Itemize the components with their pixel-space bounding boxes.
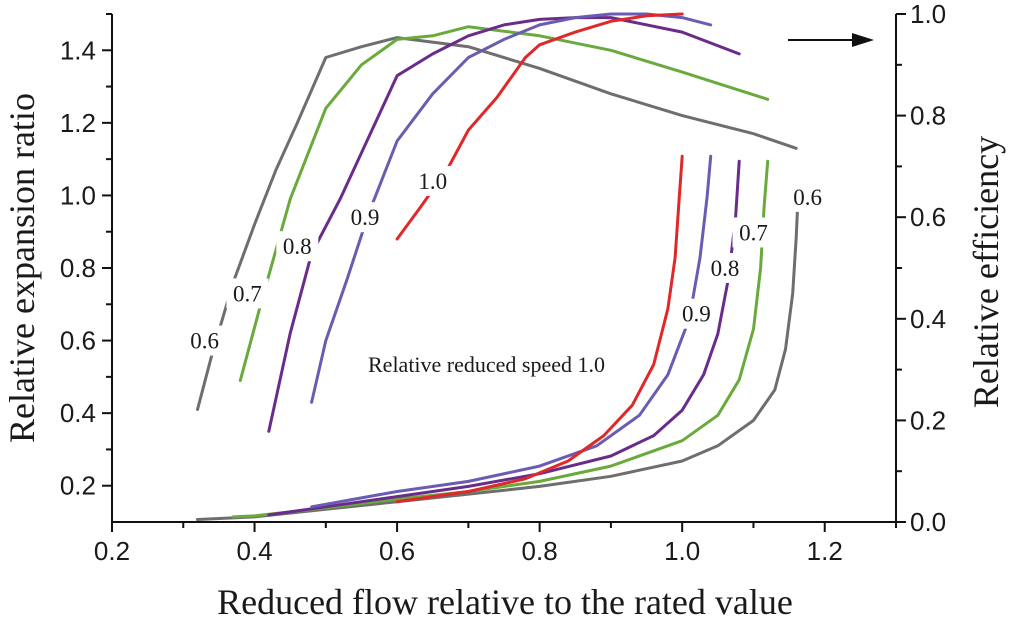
x-tick-label: 0.6 — [379, 536, 415, 566]
x-tick-label: 1.2 — [807, 536, 843, 566]
efficiency-arrow — [788, 33, 874, 47]
efficiency-label-0-8: 0.8 — [711, 256, 740, 281]
y-left-tick-label: 0.2 — [60, 471, 96, 501]
efficiency-label-0-7: 0.7 — [739, 220, 768, 245]
x-tick-label: 0.8 — [522, 536, 558, 566]
efficiency-curve-0-6 — [196, 205, 800, 521]
efficiency-label-bg-0-6 — [786, 181, 829, 212]
efficiency-label-bg-0-8 — [703, 253, 746, 283]
efficiency-label-0-9: 0.9 — [682, 302, 711, 327]
expansion-label-bg-0-9 — [344, 202, 387, 233]
efficiency-label-bg-0-7 — [732, 217, 775, 248]
efficiency-curve-0-9 — [310, 154, 713, 509]
expansion-curve-0-6 — [196, 36, 798, 411]
efficiency-label-bg-0-9 — [675, 298, 718, 329]
expansion-label-bg-0-6 — [183, 325, 226, 356]
expansion-label-0-9: 0.9 — [351, 205, 380, 230]
expansion-label-1-0: 1.0 — [418, 169, 447, 194]
expansion-label-bg-0-8 — [276, 231, 319, 262]
y-left-tick-label: 0.6 — [60, 326, 96, 356]
y-left-tick-label: 1.0 — [60, 180, 96, 210]
y-left-tick-label: 0.8 — [60, 253, 96, 283]
expansion-label-0-8: 0.8 — [283, 234, 312, 259]
expansion-curve-1-0 — [395, 12, 684, 241]
y-right-tick-label: 0.6 — [910, 202, 946, 232]
y-right-tick-label: 1.0 — [910, 0, 946, 29]
expansion-label-0-7: 0.7 — [233, 281, 262, 306]
y-right-tick-label: 0.4 — [910, 304, 946, 334]
x-tick-label: 1.0 — [664, 536, 700, 566]
efficiency-curve-0-7 — [231, 159, 770, 519]
efficiency-curve-1-0 — [395, 154, 684, 504]
expansion-curve-0-7 — [238, 25, 770, 382]
axes: 0.2 0.4 0.6 0.8 1.0 1.2 0.2 0.4 0.6 0.8 1.0 1.2 1.4 0… — [60, 0, 946, 566]
efficiency-label-0-6: 0.6 — [793, 185, 822, 210]
expansion-label-bg-0-7 — [226, 278, 269, 309]
y-right-tick-label: 0.2 — [910, 405, 946, 435]
y-left-tick-label: 1.2 — [60, 108, 96, 138]
x-tick-label: 0.4 — [236, 536, 272, 566]
x-axis-title: Reduced flow relative to the rated value — [217, 582, 793, 622]
y-left-tick-label: 0.4 — [60, 398, 96, 428]
y-right-tick-label: 0.0 — [910, 507, 946, 537]
curve-labels: 0.60.70.80.91.00.60.70.80.9 — [183, 165, 829, 356]
y-right-tick-label: 0.8 — [910, 101, 946, 131]
y-axis-title-right: Relative efficiency — [966, 136, 1006, 408]
y-left-tick-label: 1.4 — [60, 35, 96, 65]
expansion-curve-0-9 — [310, 12, 713, 404]
x-tick-label: 0.2 — [94, 536, 130, 566]
annotation-text: Relative reduced speed 1.0 — [368, 352, 605, 377]
efficiency-arrow-head — [852, 33, 874, 47]
y-axis-title-left: Relative expansion ratio — [2, 93, 42, 443]
expansion-label-0-6: 0.6 — [190, 329, 219, 354]
expansion-label-bg-1-0 — [411, 165, 454, 196]
efficiency-curve-0-8 — [267, 159, 741, 517]
